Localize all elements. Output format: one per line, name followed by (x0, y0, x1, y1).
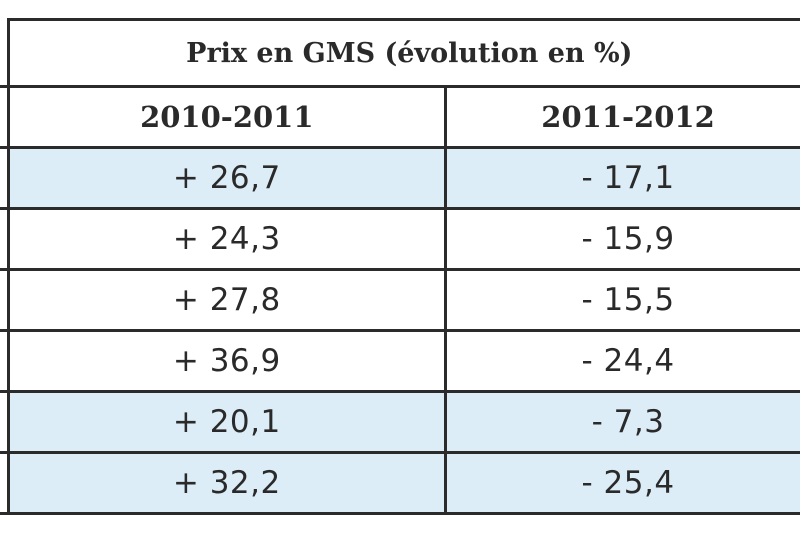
stub-cell (0, 85, 10, 149)
table-cell-2011-2012: - 24,4 (444, 329, 800, 393)
table-cell-2010-2011: + 32,2 (6, 451, 448, 515)
table-cell-2011-2012: - 25,4 (444, 451, 800, 515)
stub-cell (0, 451, 10, 515)
table-cell-2011-2012: - 15,9 (444, 207, 800, 271)
stub-cell (0, 19, 10, 87)
table-cell-2011-2012: - 7,3 (444, 390, 800, 454)
table-cell-2011-2012: - 15,5 (444, 268, 800, 332)
table-row: + 20,1 - 7,3 (0, 390, 800, 454)
table-row: + 26,7 - 17,1 (0, 146, 800, 210)
table-cell-2010-2011: + 26,7 (6, 146, 448, 210)
table-cell-2010-2011: + 36,9 (6, 329, 448, 393)
table-title: Prix en GMS (évolution en %) (8, 18, 800, 88)
column-header-2010-2011: 2010-2011 (6, 85, 448, 149)
stub-cell (0, 146, 10, 210)
table-cell-2010-2011: + 20,1 (6, 390, 448, 454)
stub-cell (0, 207, 10, 271)
table-header-row: 2010-2011 2011-2012 (0, 85, 800, 149)
table-row: + 27,8 - 15,5 (0, 268, 800, 332)
column-header-2011-2012: 2011-2012 (444, 85, 800, 149)
table-cell-2010-2011: + 24,3 (6, 207, 448, 271)
table-cell-2011-2012: - 17,1 (444, 146, 800, 210)
table-row: + 32,2 - 25,4 (0, 451, 800, 515)
table-title-row: Prix en GMS (évolution en %) (0, 18, 800, 88)
stub-cell (0, 329, 10, 393)
price-evolution-table-container: Prix en GMS (évolution en %) 2010-2011 2… (0, 18, 800, 515)
table-cell-2010-2011: + 27,8 (6, 268, 448, 332)
table-row: + 36,9 - 24,4 (0, 329, 800, 393)
table-row: + 24,3 - 15,9 (0, 207, 800, 271)
stub-cell (0, 268, 10, 332)
price-evolution-table: Prix en GMS (évolution en %) 2010-2011 2… (0, 18, 800, 515)
stub-cell (0, 390, 10, 454)
